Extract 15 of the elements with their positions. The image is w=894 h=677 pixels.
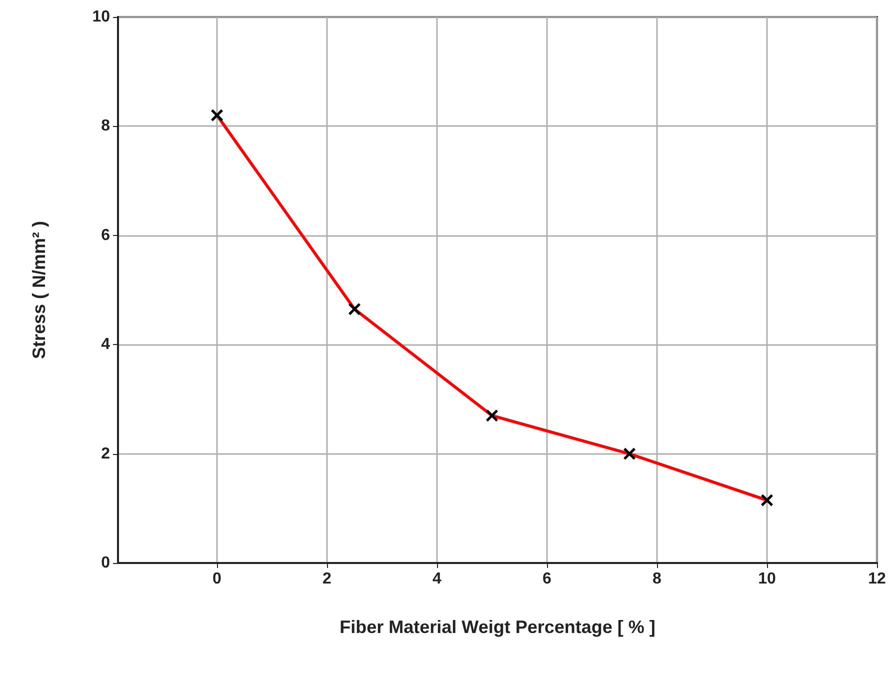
x-tick-label: 4 — [432, 570, 442, 588]
x-tick-label: 2 — [322, 570, 332, 588]
y-tick-label: 6 — [101, 226, 110, 244]
x-axis-title: Fiber Material Weigt Percentage [ % ] — [340, 617, 656, 637]
y-axis-title: Stress ( N/mm² ) — [29, 220, 49, 360]
x-tick-label: 0 — [212, 570, 222, 588]
y-tick-label: 0 — [101, 554, 110, 572]
x-tick-label: 8 — [652, 570, 662, 588]
x-tick-label: 12 — [868, 570, 886, 588]
x-tick-label: 10 — [758, 570, 776, 588]
y-tick-label: 10 — [92, 8, 110, 26]
x-tick-label: 6 — [542, 570, 552, 588]
y-tick-label: 4 — [101, 336, 110, 354]
y-tick-label: 2 — [101, 445, 110, 462]
y-tick-label: 8 — [101, 118, 110, 135]
